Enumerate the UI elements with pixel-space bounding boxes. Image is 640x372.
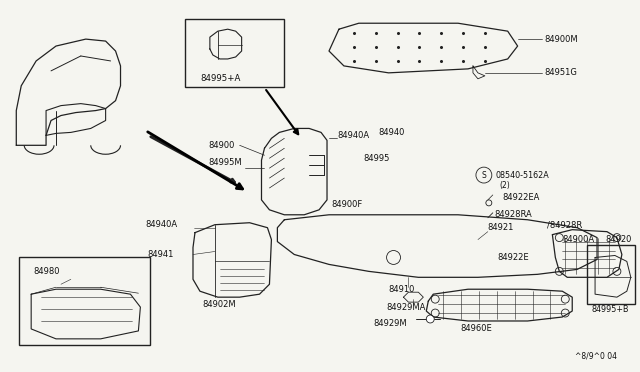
Text: ^8/9^0 04: ^8/9^0 04 [575, 352, 617, 361]
Text: 84928RA: 84928RA [495, 210, 532, 219]
Bar [185, 19, 284, 87]
Text: 84929M: 84929M [374, 320, 407, 328]
Bar [587, 244, 635, 304]
Text: 84921: 84921 [488, 223, 514, 232]
Text: 84902M: 84902M [202, 299, 236, 309]
Text: 84900M: 84900M [545, 35, 578, 44]
Text: 84929MA: 84929MA [387, 302, 426, 312]
Text: 84951G: 84951G [545, 68, 577, 77]
Text: 84995+B: 84995+B [591, 305, 628, 314]
Text: /84928R: /84928R [547, 220, 582, 229]
Text: 84940: 84940 [379, 128, 405, 137]
Text: 84900: 84900 [208, 141, 234, 150]
Circle shape [426, 315, 434, 323]
Text: 84920: 84920 [605, 235, 632, 244]
Text: 84910: 84910 [388, 285, 415, 294]
Text: 84995+A: 84995+A [200, 74, 240, 83]
Text: 84995M: 84995M [208, 158, 241, 167]
Text: S: S [481, 171, 486, 180]
Text: 84941: 84941 [147, 250, 173, 259]
Text: 84960E: 84960E [460, 324, 492, 333]
Text: 84980: 84980 [33, 267, 60, 276]
Text: 08540-5162A: 08540-5162A [496, 171, 550, 180]
Text: 84922EA: 84922EA [503, 193, 540, 202]
Text: 84900F: 84900F [331, 201, 362, 209]
Text: 84940A: 84940A [145, 220, 177, 229]
Text: (2): (2) [500, 180, 511, 189]
Text: 84922E: 84922E [498, 253, 529, 262]
Text: 84900A: 84900A [563, 235, 595, 244]
Text: 84995: 84995 [364, 154, 390, 163]
Text: 84940A: 84940A [337, 131, 369, 140]
Bar [19, 257, 150, 345]
